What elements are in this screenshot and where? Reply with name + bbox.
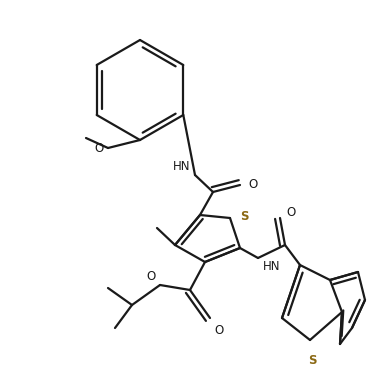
Text: O: O bbox=[248, 178, 257, 191]
Text: O: O bbox=[214, 324, 223, 337]
Text: O: O bbox=[286, 205, 295, 218]
Text: HN: HN bbox=[263, 259, 280, 273]
Text: O: O bbox=[147, 271, 156, 283]
Text: O: O bbox=[95, 142, 104, 154]
Text: HN: HN bbox=[173, 161, 190, 173]
Text: S: S bbox=[240, 210, 248, 222]
Text: S: S bbox=[308, 354, 316, 367]
